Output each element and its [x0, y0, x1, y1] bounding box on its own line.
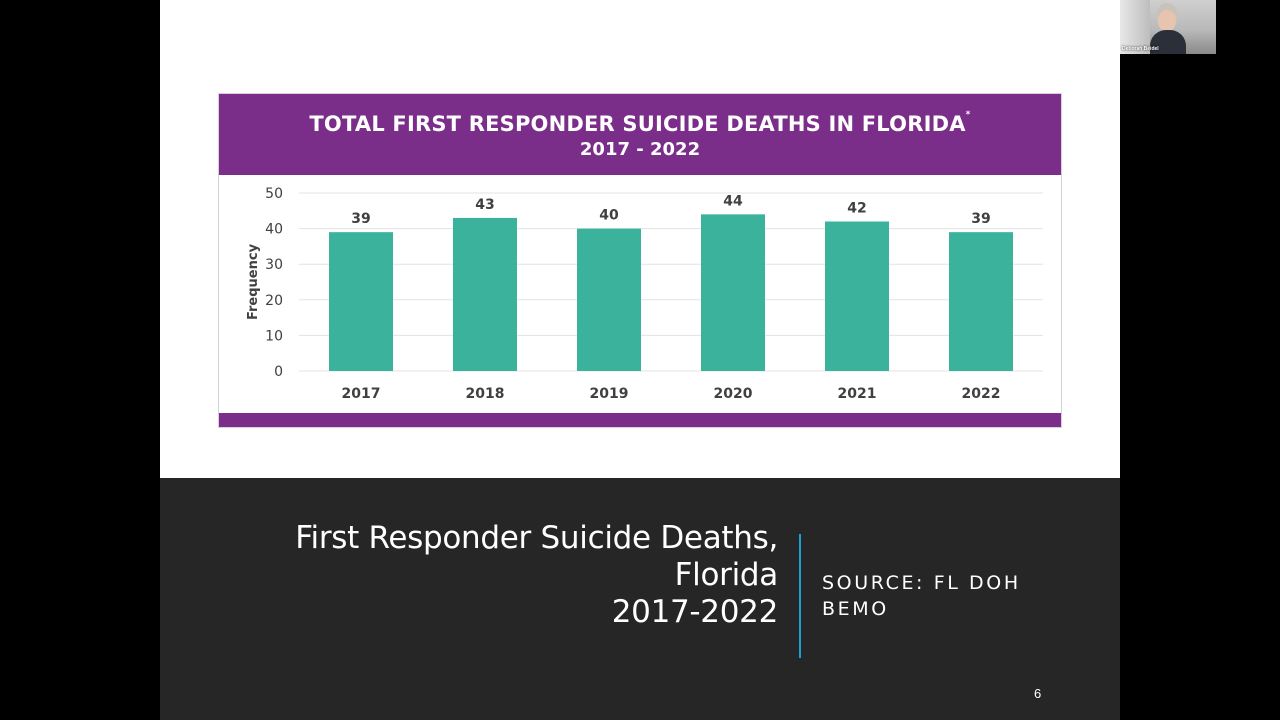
x-tick-label: 2019 — [590, 386, 629, 402]
y-axis-label: Frequency — [246, 243, 261, 320]
caption-divider — [799, 534, 801, 658]
caption-title-line: First Responder Suicide Deaths, — [295, 520, 778, 556]
bar-2021 — [825, 221, 889, 371]
bar-2020 — [701, 214, 765, 371]
chart-header: TOTAL FIRST RESPONDER SUICIDE DEATHS IN … — [219, 94, 1061, 175]
bar-2019 — [577, 228, 641, 371]
slide-caption-title: First Responder Suicide Deaths, Florida 20… — [218, 520, 778, 631]
data-label: 39 — [971, 211, 990, 227]
data-label: 42 — [847, 200, 866, 216]
webcam-thumbnail[interactable]: Deborah Beidel — [1120, 0, 1216, 54]
x-tick-label: 2020 — [714, 386, 753, 402]
caption-title-line: 2017-2022 — [611, 594, 779, 630]
chart-title-asterisk: * — [965, 110, 971, 120]
data-label: 44 — [723, 193, 743, 209]
caption-area: First Responder Suicide Deaths, Florida 20… — [160, 478, 1120, 720]
bar-2017 — [329, 232, 393, 371]
y-tick-label: 0 — [274, 364, 283, 380]
chart-footer-band — [219, 413, 1061, 427]
data-label: 39 — [351, 211, 370, 227]
chart-subtitle: 2017 - 2022 — [579, 139, 701, 160]
slide-content: TOTAL FIRST RESPONDER SUICIDE DEATHS IN … — [160, 0, 1120, 478]
x-tick-label: 2022 — [962, 386, 1001, 402]
chart-frame: TOTAL FIRST RESPONDER SUICIDE DEATHS IN … — [218, 93, 1062, 428]
y-tick-label: 20 — [265, 293, 283, 309]
bar-chart: 0 10 20 30 40 50 Frequency 39 2017 43 2018 40 2019 44… — [246, 186, 1043, 402]
caption-title-line: Florida — [674, 557, 779, 593]
y-tick-label: 10 — [265, 328, 283, 344]
y-tick-label: 40 — [265, 222, 283, 238]
bar-2022 — [949, 232, 1013, 371]
source-line: SOURCE: FL DOH — [822, 572, 1021, 594]
y-tick-label: 30 — [265, 257, 283, 273]
participant-head — [1158, 10, 1176, 32]
slide: TOTAL FIRST RESPONDER SUICIDE DEATHS IN … — [160, 0, 1120, 720]
participant-body — [1150, 30, 1186, 54]
y-tick-label: 50 — [265, 186, 283, 202]
x-tick-label: 2017 — [342, 386, 381, 402]
source-line: BEMO — [822, 598, 889, 620]
x-tick-label: 2021 — [838, 386, 877, 402]
bar-2018 — [453, 217, 517, 371]
chart-title: TOTAL FIRST RESPONDER SUICIDE DEATHS IN … — [309, 110, 971, 136]
slide-source: SOURCE: FL DOH BEMO — [822, 570, 1082, 622]
participant-name: Deborah Beidel — [1122, 46, 1159, 52]
data-label: 43 — [475, 197, 494, 213]
slide-number: 6 — [1034, 686, 1042, 701]
data-label: 40 — [599, 208, 619, 224]
webcam-background — [1120, 0, 1150, 54]
x-tick-label: 2018 — [466, 386, 505, 402]
